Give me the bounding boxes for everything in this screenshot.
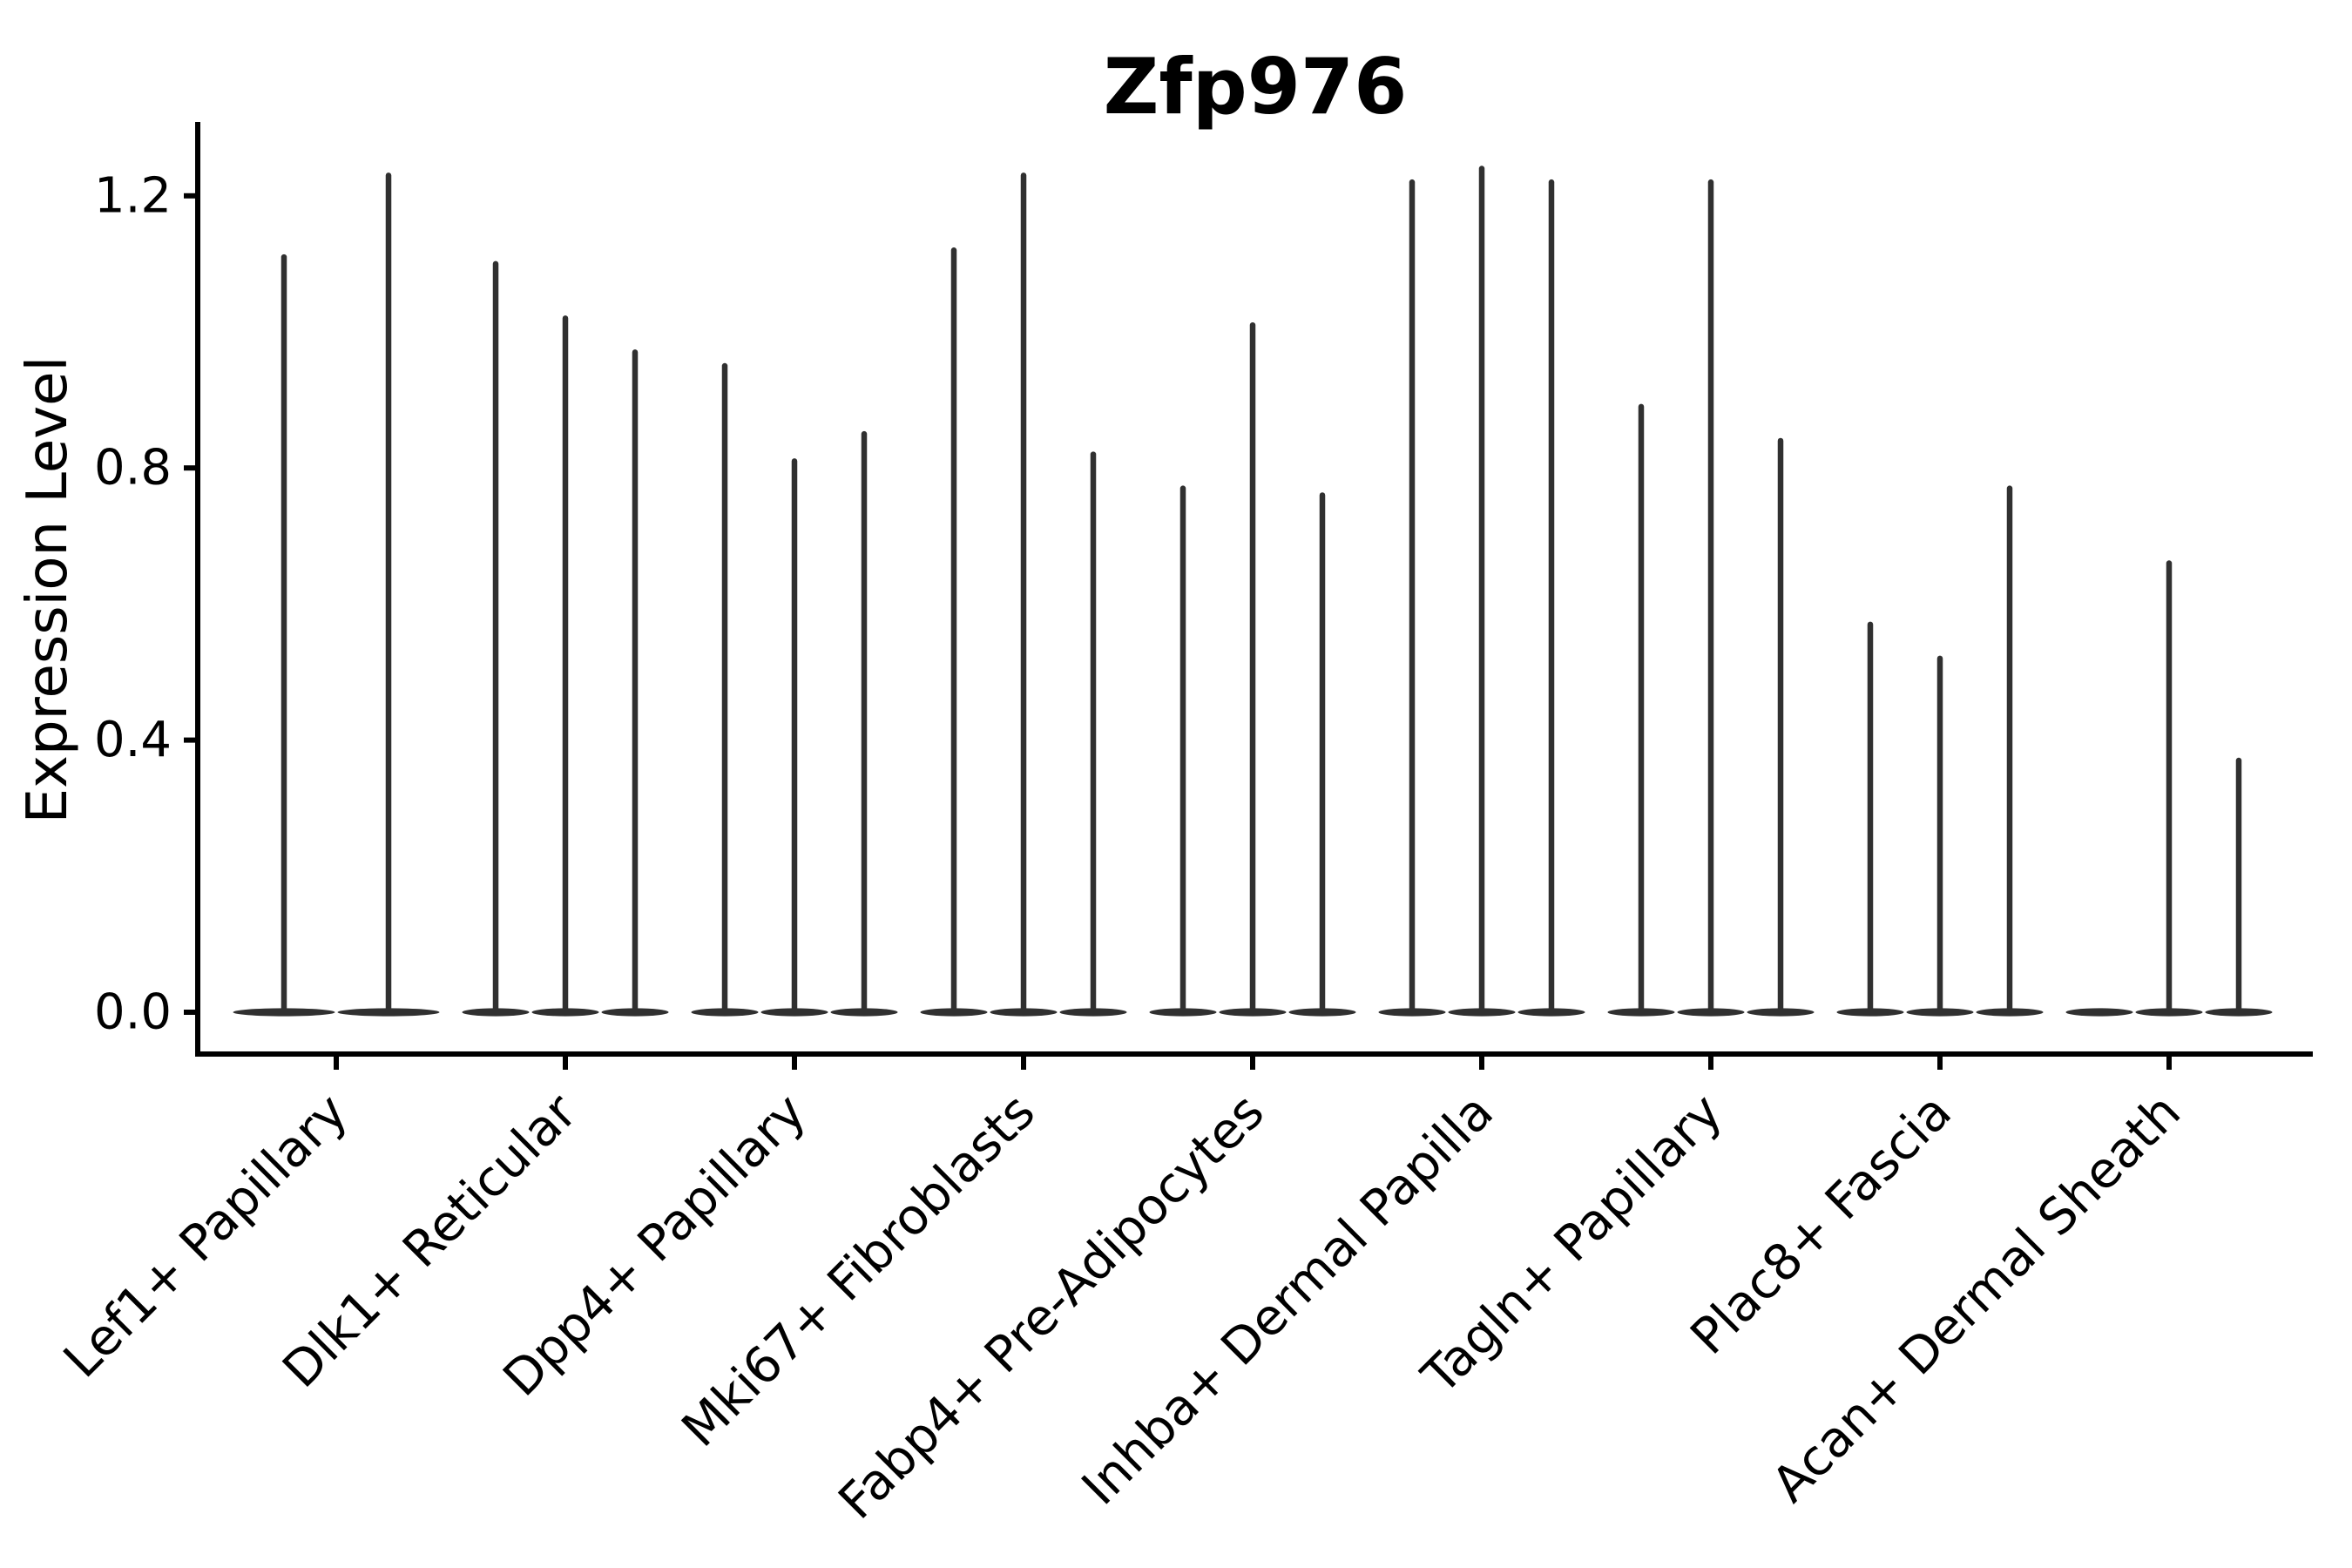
violin-group xyxy=(691,362,898,1017)
violin-group xyxy=(1607,179,1815,1017)
violin-base xyxy=(2065,1008,2133,1017)
violin-group xyxy=(1836,485,2044,1017)
chart-title: Zfp976 xyxy=(1104,42,1408,132)
violins-layer xyxy=(233,166,2273,1017)
y-tick-label: 0.0 xyxy=(94,984,172,1041)
x-category-label: Inhba+ Dermal Papilla xyxy=(1071,1083,1504,1516)
y-axis-label: Expression Level xyxy=(16,356,80,824)
violin-group xyxy=(2065,560,2273,1017)
violin-group xyxy=(1378,166,1585,1017)
x-category-label: Fabp4+ Pre-Adipocytes xyxy=(828,1083,1274,1530)
violin-group xyxy=(1149,321,1356,1017)
x-category-label: Acan+ Dermal Sheath xyxy=(1761,1083,2192,1513)
violin-group xyxy=(233,172,440,1017)
axes-layer xyxy=(184,122,2313,1070)
y-tick-label: 0.4 xyxy=(94,712,172,768)
violin-group xyxy=(920,172,1127,1017)
y-tick-label: 1.2 xyxy=(94,167,172,224)
violin-group xyxy=(462,260,669,1017)
y-tick-label: 0.8 xyxy=(94,440,172,497)
